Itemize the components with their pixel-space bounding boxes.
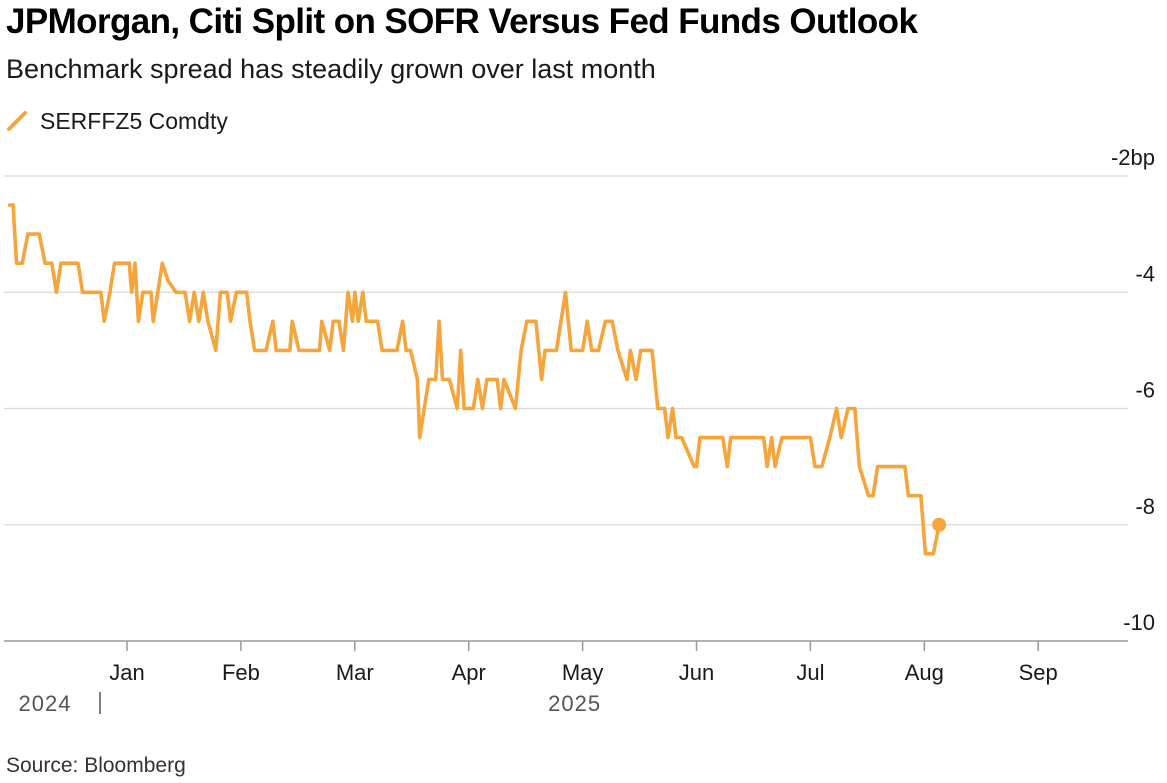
source-note: Source: Bloomberg [6, 754, 186, 777]
x-tick-label: Mar [336, 660, 374, 685]
y-tick-label: -8 [1135, 494, 1155, 519]
legend: SERFFZ5 Comdty [6, 106, 228, 136]
chart-subtitle: Benchmark spread has steadily grown over… [6, 54, 656, 84]
legend-swatch-icon [7, 111, 27, 131]
year-label: 2024 [19, 691, 72, 716]
x-tick-label: Apr [452, 660, 486, 685]
x-axis [126, 641, 1039, 651]
chart-title: JPMorgan, Citi Split on SOFR Versus Fed … [6, 2, 918, 41]
series-line [7, 203, 941, 556]
y-tick-label: -2bp [1111, 145, 1155, 170]
x-tick-label: Jan [109, 660, 144, 685]
series-end-point [932, 517, 947, 532]
series-layer [7, 203, 947, 556]
x-tick-label: Jun [679, 660, 714, 685]
grid-lines [4, 175, 1128, 642]
x-tick-label: Jul [796, 660, 824, 685]
legend-label: SERFFZ5 Comdty [40, 107, 228, 134]
x-tick-label: Feb [222, 660, 260, 685]
y-tick-label: -6 [1135, 378, 1155, 403]
year-label: 2025 [548, 691, 601, 716]
axis-labels: -2bp -4 -6 -8 -10 Jan Feb Mar Apr May Jun Jul Aug Sep… [19, 145, 1155, 716]
x-tick-label: Aug [905, 660, 944, 685]
x-tick-label: May [562, 660, 604, 685]
y-tick-label: -10 [1123, 610, 1155, 635]
y-tick-label: -4 [1135, 261, 1155, 286]
x-tick-label: Sep [1019, 660, 1058, 685]
